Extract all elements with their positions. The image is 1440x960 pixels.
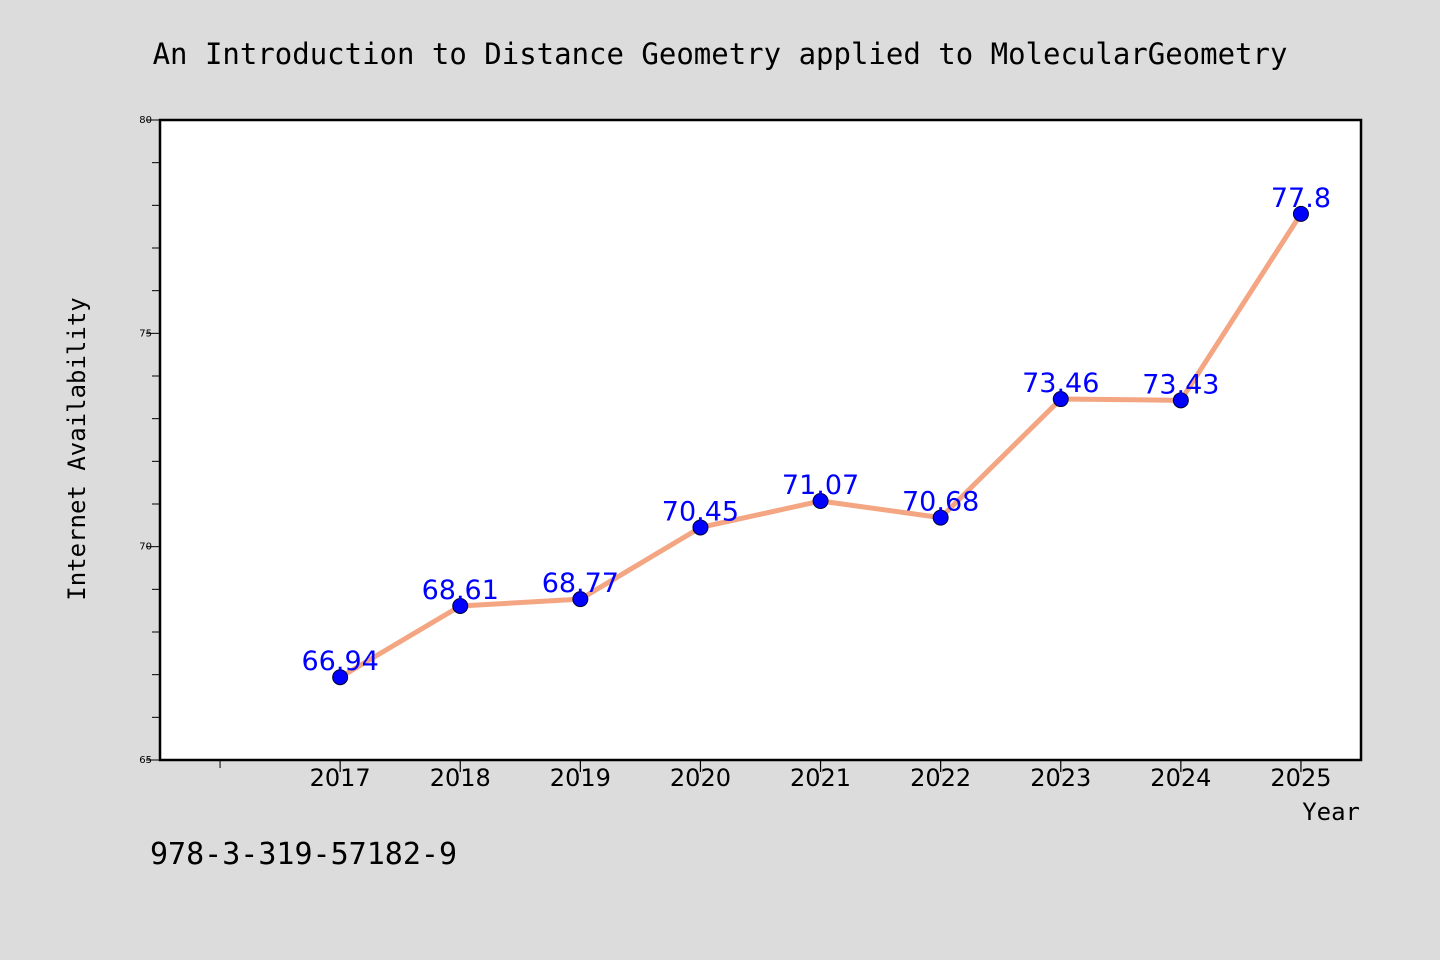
y-axis-label: Internet Availability [63, 297, 91, 600]
data-point [1292, 205, 1309, 222]
data-point [1172, 392, 1189, 409]
data-label: 71.07 [782, 470, 859, 501]
x-tick-label: 2025 [1270, 764, 1331, 792]
chart-title: An Introduction to Distance Geometry app… [153, 37, 1288, 71]
y-tick-label: 75 [139, 328, 152, 339]
y-tick-label: 80 [139, 115, 152, 126]
data-label: 68.61 [422, 575, 499, 606]
series-layer: 66.94 68.61 68.77 70.45 71.07 70.68 73.46 73.43… [302, 183, 1331, 686]
data-label: 70.45 [662, 496, 739, 527]
data-point [692, 519, 709, 536]
x-axis: 2017 2018 2019 2020 2021 2022 2023 2024 2025 [219, 760, 1331, 792]
x-tick-label: 2019 [550, 764, 611, 792]
data-label: 73.46 [1022, 368, 1099, 399]
data-label: 68.77 [542, 568, 619, 599]
data-label: 73.43 [1142, 369, 1219, 400]
y-tick-label: 65 [139, 755, 152, 766]
data-point [332, 669, 349, 686]
data-point [812, 493, 829, 510]
isbn-footer: 978-3-319-57182-9 [150, 837, 457, 872]
data-point [1052, 391, 1069, 408]
x-tick-label: 2022 [910, 764, 971, 792]
x-tick-label: 2021 [790, 764, 851, 792]
data-label: 66.94 [302, 646, 379, 677]
plot-area [158, 118, 1363, 762]
x-tick-label: 2017 [310, 764, 371, 792]
y-tick-label: 70 [139, 542, 152, 553]
y-axis: 65 70 75 80 [139, 115, 160, 766]
x-tick-label: 2023 [1030, 764, 1091, 792]
x-tick-label: 2024 [1150, 764, 1211, 792]
x-axis-label: Year [1302, 798, 1360, 826]
x-tick-label: 2020 [670, 764, 731, 792]
x-tick-label: 2018 [430, 764, 491, 792]
data-point [572, 591, 589, 608]
data-point [932, 509, 949, 526]
data-label: 77.8 [1271, 183, 1331, 214]
data-label: 70.68 [902, 487, 979, 518]
data-point [452, 597, 469, 614]
